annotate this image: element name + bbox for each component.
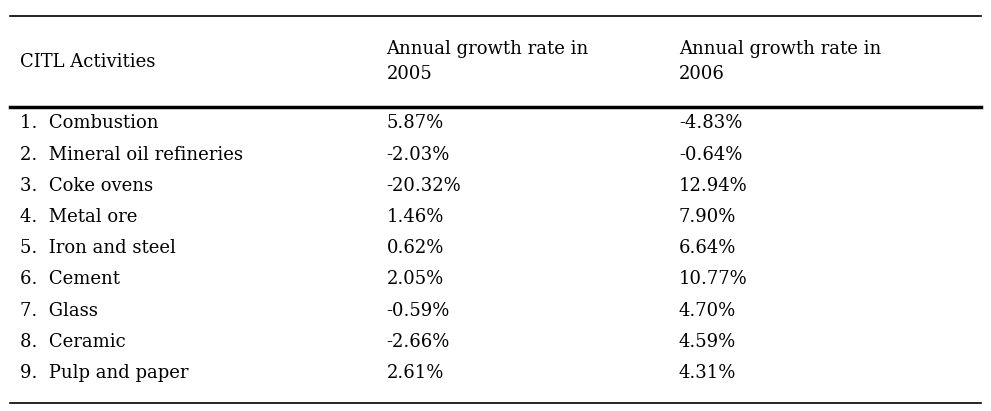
- Text: 2.61%: 2.61%: [386, 364, 444, 382]
- Text: -2.03%: -2.03%: [386, 145, 450, 164]
- Text: 6.  Cement: 6. Cement: [20, 270, 120, 289]
- Text: CITL Activities: CITL Activities: [20, 53, 156, 71]
- Text: -0.64%: -0.64%: [679, 145, 742, 164]
- Text: 1.  Combustion: 1. Combustion: [20, 114, 159, 132]
- Text: -4.83%: -4.83%: [679, 114, 742, 132]
- Text: 7.  Glass: 7. Glass: [20, 302, 98, 320]
- Text: 6.64%: 6.64%: [679, 239, 736, 257]
- Text: 4.  Metal ore: 4. Metal ore: [20, 208, 137, 226]
- Text: 1.46%: 1.46%: [386, 208, 444, 226]
- Text: 2.05%: 2.05%: [386, 270, 444, 289]
- Text: 5.  Iron and steel: 5. Iron and steel: [20, 239, 175, 257]
- Text: 10.77%: 10.77%: [679, 270, 747, 289]
- Text: -2.66%: -2.66%: [386, 333, 450, 351]
- Text: 2.  Mineral oil refineries: 2. Mineral oil refineries: [20, 145, 243, 164]
- Text: 3.  Coke ovens: 3. Coke ovens: [20, 177, 153, 195]
- Text: 5.87%: 5.87%: [386, 114, 444, 132]
- Text: 8.  Ceramic: 8. Ceramic: [20, 333, 126, 351]
- Text: 9.  Pulp and paper: 9. Pulp and paper: [20, 364, 188, 382]
- Text: 4.70%: 4.70%: [679, 302, 736, 320]
- Text: 7.90%: 7.90%: [679, 208, 736, 226]
- Text: Annual growth rate in
2006: Annual growth rate in 2006: [679, 40, 881, 83]
- Text: 0.62%: 0.62%: [386, 239, 444, 257]
- Text: -0.59%: -0.59%: [386, 302, 450, 320]
- Text: 4.59%: 4.59%: [679, 333, 736, 351]
- Text: Annual growth rate in
2005: Annual growth rate in 2005: [386, 40, 589, 83]
- Text: 12.94%: 12.94%: [679, 177, 747, 195]
- Text: -20.32%: -20.32%: [386, 177, 461, 195]
- Text: 4.31%: 4.31%: [679, 364, 736, 382]
